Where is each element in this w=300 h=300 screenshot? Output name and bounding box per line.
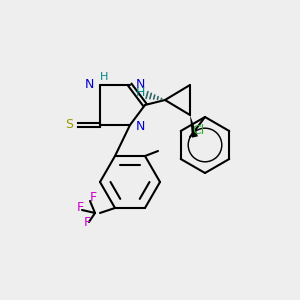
Text: F: F (83, 217, 91, 230)
Text: N: N (136, 77, 146, 91)
Text: N: N (85, 79, 94, 92)
Text: Cl: Cl (192, 124, 204, 136)
Text: F: F (76, 202, 84, 214)
Text: N: N (136, 119, 146, 133)
Polygon shape (190, 115, 198, 138)
Text: F: F (89, 191, 97, 205)
Text: S: S (65, 118, 73, 131)
Text: H: H (135, 85, 145, 98)
Text: H: H (100, 72, 108, 82)
